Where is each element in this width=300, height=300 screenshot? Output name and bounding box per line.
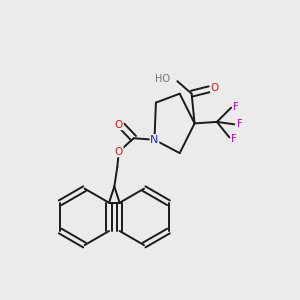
Text: O: O: [115, 120, 123, 130]
Text: F: F: [233, 102, 239, 112]
Text: O: O: [115, 147, 123, 157]
Text: N: N: [150, 135, 159, 145]
Text: HO: HO: [155, 74, 170, 84]
Text: F: F: [231, 134, 237, 144]
Text: O: O: [211, 83, 219, 93]
Text: F: F: [237, 119, 242, 129]
